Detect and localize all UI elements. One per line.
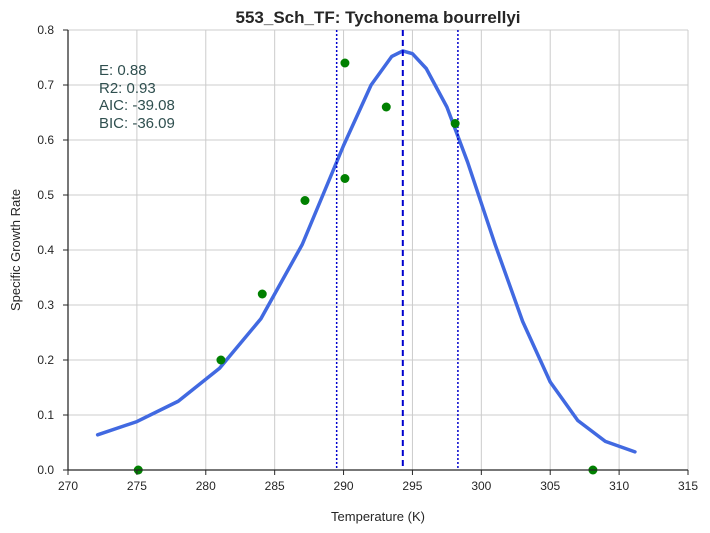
data-point <box>450 119 460 128</box>
x-tick-label: 305 <box>540 479 560 493</box>
fit-curve-group <box>95 49 637 454</box>
x-axis-label: Temperature (K) <box>331 509 425 524</box>
data-point <box>340 58 350 68</box>
x-tick-label: 315 <box>678 479 698 493</box>
y-tick-label: 0.7 <box>37 78 54 92</box>
data-point <box>381 102 391 112</box>
x-tick-label: 295 <box>402 479 422 493</box>
y-tick-label: 0.6 <box>37 133 54 147</box>
data-points <box>133 58 598 475</box>
stat-bic: BIC: -36.09 <box>99 115 175 132</box>
x-tick-label: 300 <box>471 479 491 493</box>
grid-lines <box>68 29 689 470</box>
y-tick-label: 0.3 <box>37 298 54 312</box>
x-tick-label: 310 <box>609 479 629 493</box>
data-point <box>340 174 350 183</box>
fit-curve-line <box>95 49 637 454</box>
y-tick-label: 0.5 <box>37 188 54 202</box>
stat-aic: AIC: -39.08 <box>99 97 175 114</box>
x-tick-label: 285 <box>265 479 285 493</box>
x-tick-label: 280 <box>196 479 216 493</box>
y-tick-label: 0.2 <box>37 353 54 367</box>
x-tick-label: 290 <box>334 479 354 493</box>
data-point <box>300 196 310 205</box>
tick-labels: 270 275 280 285 290 295 300 305 310 315 0.0 0.1 0.2 0… <box>37 23 698 493</box>
chart-title: 553_Sch_TF: Tychonema bourrellyi <box>236 8 521 27</box>
y-tick-label: 0.0 <box>37 463 54 477</box>
y-tick-label: 0.4 <box>37 243 54 257</box>
y-tick-label: 0.8 <box>37 23 54 37</box>
data-point <box>216 355 226 365</box>
vertical-marker-lines <box>335 30 459 470</box>
x-tick-label: 275 <box>127 479 147 493</box>
y-tick-label: 0.1 <box>37 408 54 422</box>
fit-statistics: E: 0.88 R2: 0.93 AIC: -39.08 BIC: -36.09 <box>99 62 175 132</box>
y-axis-label: Specific Growth Rate <box>8 189 23 311</box>
x-tick-label: 270 <box>58 479 78 493</box>
stat-r2: R2: 0.93 <box>99 80 156 97</box>
stat-e: E: 0.88 <box>99 62 147 79</box>
data-point <box>257 289 267 299</box>
